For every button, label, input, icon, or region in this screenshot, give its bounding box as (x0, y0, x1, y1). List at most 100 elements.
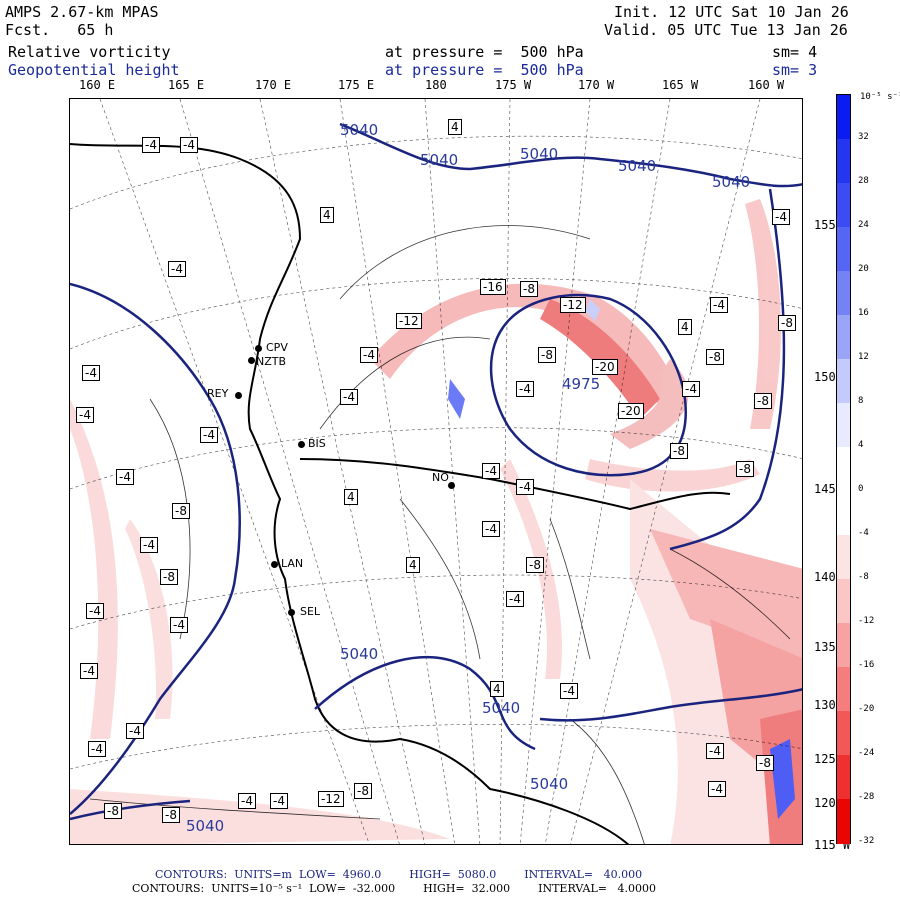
height-contours (70, 122, 802, 821)
vorticity-contours (89, 225, 791, 844)
colorbar-cell (837, 183, 850, 228)
colorbar-tick-label: 24 (858, 220, 869, 230)
vorticity-label: -20 (618, 403, 644, 419)
height-label: 5040 (520, 145, 559, 163)
vorticity-label: -4 (80, 663, 98, 679)
vorticity-label: -4 (706, 743, 724, 759)
colorbar-cell (837, 535, 850, 580)
vorticity-label: -12 (396, 313, 422, 329)
vorticity-label: -8 (706, 349, 724, 365)
height-label: 4975 (562, 375, 601, 393)
vorticity-label: -4 (126, 723, 144, 739)
vorticity-label: -4 (710, 297, 728, 313)
height-label: 5040 (712, 173, 751, 191)
station-label: CPV (266, 341, 288, 354)
vorticity-label: -4 (200, 427, 218, 443)
colorbar-tick-label: 16 (858, 308, 869, 318)
field2-level: at pressure = 500 hPa (385, 61, 584, 79)
station-marker (248, 357, 255, 364)
vorticity-label: -4 (340, 389, 358, 405)
vorticity-label: -4 (170, 617, 188, 633)
station-marker (271, 561, 278, 568)
station-label: SEL (300, 605, 321, 618)
lon-label: 175 E (338, 78, 375, 92)
height-contour-info: CONTOURS: UNITS=m LOW= 4960.0 HIGH= 5080… (155, 868, 643, 881)
colorbar-tick-label: 0 (858, 484, 864, 494)
vorticity-label: -4 (482, 521, 500, 537)
vorticity-label: 4 (320, 207, 334, 223)
vorticity-label: -8 (736, 461, 754, 477)
vorticity-label: -4 (482, 463, 500, 479)
colorbar-cell (837, 139, 850, 184)
vorticity-label: -4 (238, 793, 256, 809)
colorbar-cell (837, 799, 850, 844)
vorticity-label: -4 (76, 407, 94, 423)
vorticity-label: -16 (480, 279, 506, 295)
lon-label: 170 W (578, 78, 615, 92)
vorticity-contour-info: CONTOURS: UNITS=10⁻⁵ s⁻¹ LOW= -32.000 HI… (132, 882, 656, 895)
colorbar (836, 94, 851, 844)
vorticity-shading (70, 199, 802, 844)
vorticity-label: -4 (140, 537, 158, 553)
colorbar-cell (837, 755, 850, 800)
coastline (70, 143, 731, 844)
colorbar-tick-label: -20 (858, 704, 875, 714)
colorbar-tick-label: 8 (858, 396, 864, 406)
vorticity-label: -4 (506, 591, 524, 607)
field2-name: Geopotential height (8, 61, 180, 79)
map-graphics (70, 99, 802, 844)
height-label: 5040 (186, 817, 225, 835)
vorticity-label: -8 (538, 347, 556, 363)
colorbar-tick-label: 20 (858, 264, 869, 274)
colorbar-tick-label: -28 (858, 792, 875, 802)
colorbar-cell (837, 711, 850, 756)
colorbar-tick-label: -32 (858, 836, 875, 846)
vorticity-label: -8 (670, 443, 688, 459)
forecast-hour: Fcst. 65 h (5, 21, 114, 39)
station-marker (298, 441, 305, 448)
colorbar-tick-label: 12 (858, 352, 869, 362)
colorbar-cell (837, 359, 850, 404)
station-label: NZTB (256, 355, 287, 368)
field2-smoothing: sm= 3 (772, 61, 818, 79)
lon-label: 160 E (79, 78, 116, 92)
vorticity-label: -4 (708, 781, 726, 797)
vorticity-label: -4 (560, 683, 578, 699)
map-panel: 5040 5040 5040 5040 5040 4975 5040 5040 … (69, 98, 803, 845)
field1-name: Relative vorticity (8, 43, 171, 61)
init-time: Init. 12 UTC Sat 10 Jan 26 (614, 3, 849, 21)
station-marker (288, 609, 295, 616)
colorbar-cell (837, 447, 850, 492)
vorticity-label: -8 (778, 315, 796, 331)
colorbar-cell (837, 667, 850, 712)
colorbar-cell (837, 315, 850, 360)
vorticity-label: -8 (520, 281, 538, 297)
lon-label: 165 W (662, 78, 699, 92)
colorbar-units: 10⁻⁵ s⁻¹ (860, 92, 900, 102)
vorticity-label: -4 (516, 381, 534, 397)
vorticity-label: 4 (406, 557, 420, 573)
station-label: NO (432, 471, 449, 484)
vorticity-label: 4 (678, 319, 692, 335)
valid-time: Valid. 05 UTC Tue 13 Jan 26 (604, 21, 848, 39)
colorbar-tick-label: -12 (858, 616, 875, 626)
colorbar-tick-label: -24 (858, 748, 875, 758)
vorticity-label: -20 (592, 359, 618, 375)
vorticity-label: -4 (270, 793, 288, 809)
vorticity-label: -12 (560, 297, 586, 313)
station-marker (235, 392, 242, 399)
vorticity-label: -4 (516, 479, 534, 495)
lon-label: 180 (425, 78, 447, 92)
vorticity-label: -8 (756, 755, 774, 771)
vorticity-label: -8 (354, 783, 372, 799)
colorbar-tick-label: -8 (858, 572, 869, 582)
field1-smoothing: sm= 4 (772, 43, 818, 61)
colorbar-cell (837, 579, 850, 624)
colorbar-tick-label: -4 (858, 528, 869, 538)
field1-level: at pressure = 500 hPa (385, 43, 584, 61)
station-label: LAN (281, 557, 304, 570)
vorticity-label: -12 (318, 791, 344, 807)
lon-label: 175 W (495, 78, 532, 92)
colorbar-tick-label: 32 (858, 132, 869, 142)
vorticity-label: -8 (754, 393, 772, 409)
